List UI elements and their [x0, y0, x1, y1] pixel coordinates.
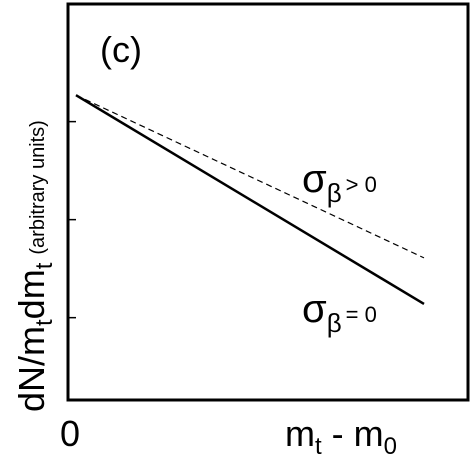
series-label-part: = 0: [346, 302, 377, 327]
x-label-subscript: 0: [384, 433, 397, 454]
x-label-text: m: [285, 413, 315, 454]
series-label: σβ = 0: [302, 287, 377, 338]
y-label-text: dN/m: [11, 326, 52, 412]
y-label-subscript: t: [31, 262, 58, 269]
x-label-subscript: t: [315, 433, 322, 454]
series-label-part: β: [327, 308, 342, 338]
x-axis-label: mt - m0: [285, 413, 397, 454]
x-label-text: - m: [322, 413, 384, 454]
series-label-part: > 0: [346, 172, 377, 197]
series-label-part: σ: [302, 287, 327, 331]
x-tick-label: 0: [60, 413, 80, 454]
series-label-part: σ: [302, 157, 327, 201]
y-label-note: (arbitrary units): [27, 120, 49, 254]
line-series: [75, 94, 425, 259]
plot-frame: [66, 2, 470, 402]
y-label-text: dm: [11, 269, 52, 319]
series-label: σβ > 0: [302, 157, 377, 208]
series-label-part: β: [327, 178, 342, 208]
annotation: (c): [100, 29, 142, 70]
line-series: [75, 94, 425, 306]
y-label-subscript: t: [31, 319, 58, 326]
y-axis-label: dN/mtdmt(arbitrary units): [11, 120, 58, 412]
